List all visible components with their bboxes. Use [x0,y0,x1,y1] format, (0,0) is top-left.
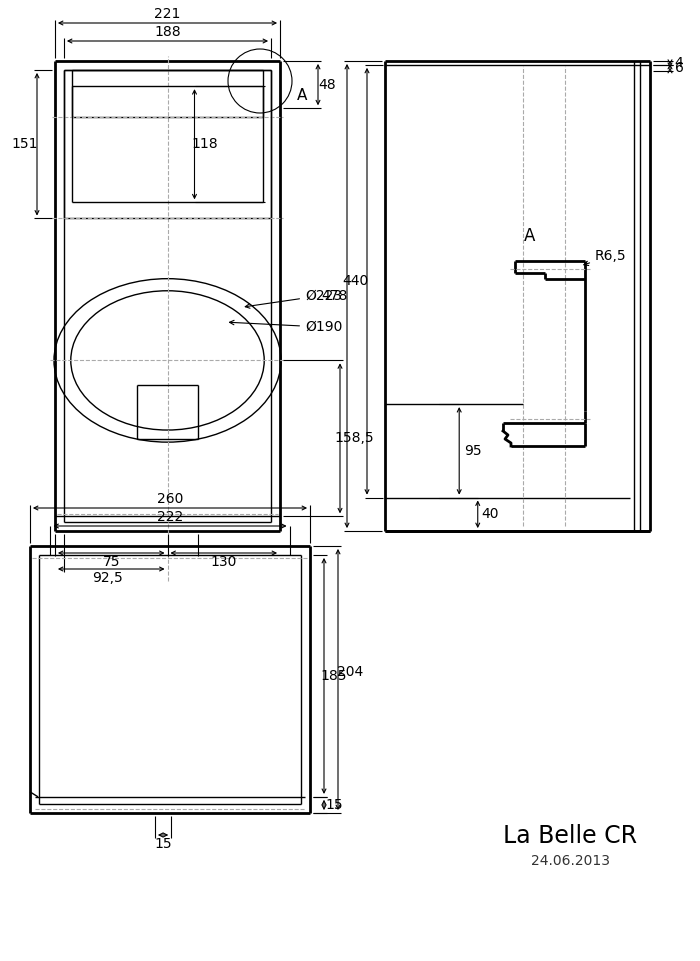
Text: 40: 40 [481,507,498,521]
Text: 221: 221 [154,7,181,21]
Text: A: A [524,227,536,245]
Text: 118: 118 [191,137,218,151]
Text: 260: 260 [157,492,183,506]
Text: 15: 15 [326,798,343,812]
Text: 185: 185 [321,669,347,683]
Text: 24.06.2013: 24.06.2013 [531,854,610,868]
Text: 204: 204 [337,664,363,678]
Text: 222: 222 [157,510,183,524]
Text: 15: 15 [154,837,172,851]
Text: R6,5: R6,5 [584,249,626,265]
Text: 188: 188 [154,25,181,39]
Text: 48: 48 [318,78,336,91]
Text: A: A [297,88,307,104]
Text: 95: 95 [464,444,482,457]
Text: 478: 478 [322,289,348,303]
Text: Ø190: Ø190 [230,320,342,334]
Text: Ø223: Ø223 [245,288,342,308]
Text: 440: 440 [342,274,368,288]
Text: 151: 151 [12,137,38,151]
Text: La Belle CR: La Belle CR [503,824,637,848]
Text: 4: 4 [675,56,683,70]
Text: 130: 130 [211,555,237,569]
Text: 75: 75 [102,555,120,569]
Text: 158,5: 158,5 [334,431,374,445]
Text: 6: 6 [675,61,683,75]
Text: 92,5: 92,5 [92,571,122,585]
